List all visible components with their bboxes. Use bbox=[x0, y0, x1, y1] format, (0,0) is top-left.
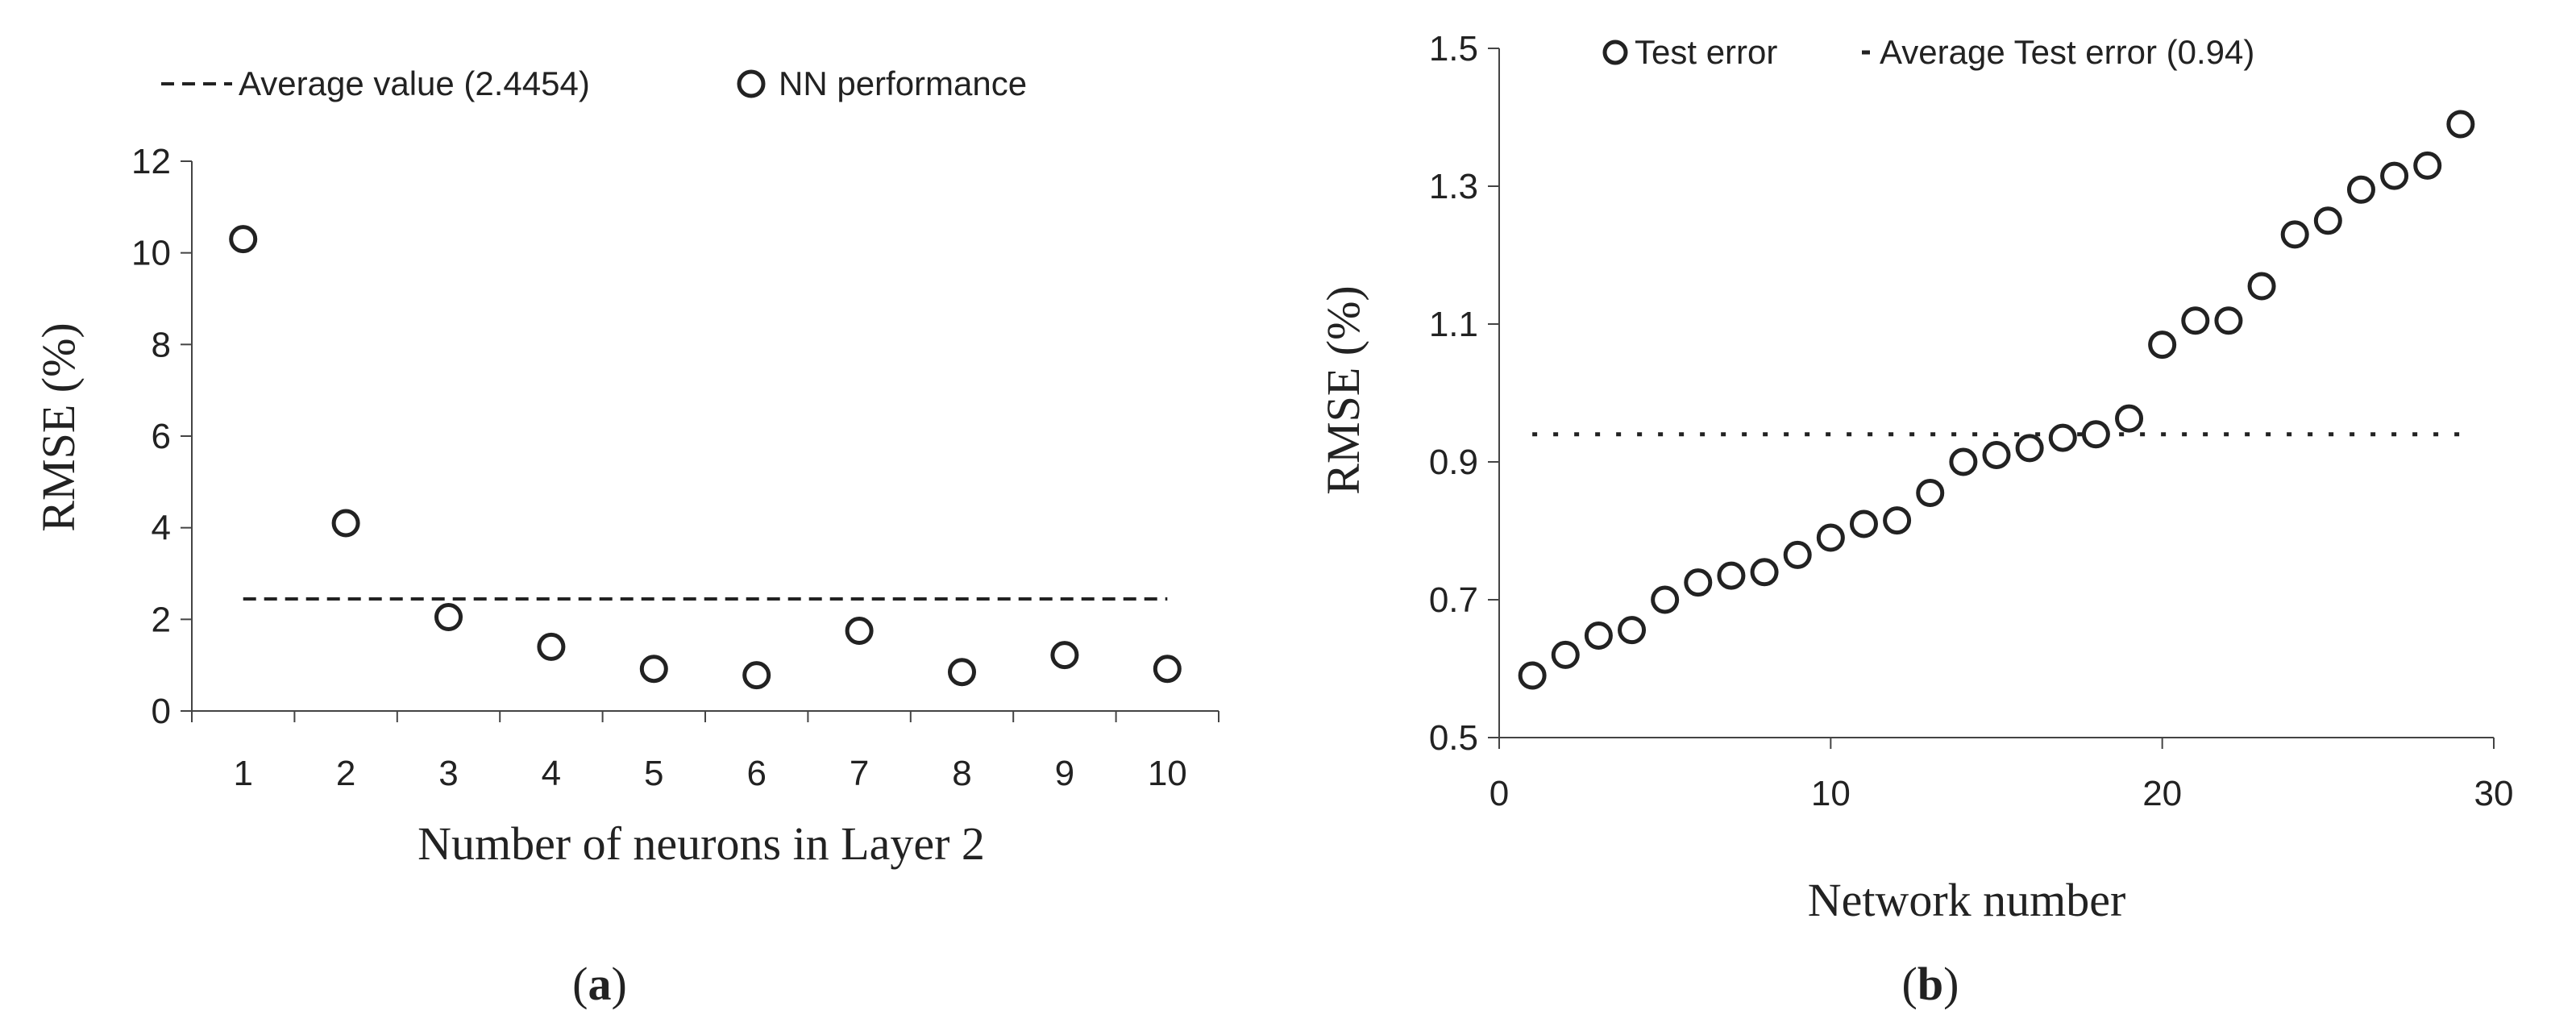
x-tick-label: 10 bbox=[1148, 754, 1187, 793]
data-point bbox=[2313, 206, 2342, 235]
data-point bbox=[434, 602, 463, 631]
x-tick-label: 30 bbox=[2474, 774, 2514, 813]
data-point bbox=[1684, 568, 1713, 597]
chart-b-x-title: Network number bbox=[1808, 874, 2126, 926]
data-point bbox=[1551, 640, 1580, 669]
data-point bbox=[2048, 423, 2077, 452]
legend-b-test-label: Test error bbox=[1635, 33, 1777, 71]
data-point bbox=[1816, 523, 1845, 552]
legend-b-average-label: Average Test error (0.94) bbox=[1880, 33, 2254, 71]
y-tick-label: 1.5 bbox=[1429, 29, 1478, 69]
y-tick-label: 0.9 bbox=[1429, 443, 1478, 482]
chart-b-x-axis: 0 10 20 30 bbox=[1490, 737, 2514, 813]
data-point bbox=[1783, 540, 1812, 569]
x-tick-label: 20 bbox=[2142, 774, 2182, 813]
x-tick-label: 9 bbox=[1055, 754, 1074, 793]
data-point bbox=[2346, 175, 2375, 204]
y-tick-label: 1.3 bbox=[1429, 167, 1478, 206]
data-point bbox=[2446, 110, 2475, 139]
x-tick-label: 1 bbox=[233, 754, 252, 793]
x-tick-label: 7 bbox=[850, 754, 869, 793]
chart-a-y-title: RMSE (%) bbox=[32, 322, 85, 531]
data-point bbox=[1916, 478, 1945, 507]
x-tick-label: 8 bbox=[952, 754, 971, 793]
legend-a-average-label: Average value (2.4454) bbox=[239, 64, 590, 102]
legend-b-test-marker bbox=[1602, 39, 1628, 65]
y-tick-label: 0.5 bbox=[1429, 718, 1478, 758]
chart-a-x-title: Number of neurons in Layer 2 bbox=[418, 817, 985, 870]
chart-a-y-axis: 0 2 4 6 8 10 12 bbox=[131, 142, 193, 731]
data-point bbox=[537, 632, 566, 661]
chart-a: Average value (2.4454) NN performance 0 2… bbox=[32, 64, 1219, 1010]
x-tick-label: 4 bbox=[542, 754, 561, 793]
data-point bbox=[1050, 641, 1079, 670]
y-tick-label: 1.1 bbox=[1429, 305, 1478, 344]
legend-b: Test error Average Test error (0.94) bbox=[1602, 33, 2254, 71]
x-tick-label: 5 bbox=[644, 754, 663, 793]
y-tick-label: 12 bbox=[131, 142, 171, 181]
data-point bbox=[2247, 272, 2276, 301]
data-point bbox=[2380, 161, 2409, 190]
x-tick-label: 2 bbox=[336, 754, 355, 793]
y-tick-label: 0 bbox=[152, 692, 171, 731]
data-point bbox=[1618, 616, 1647, 645]
chart-a-x-axis: 1 2 3 4 5 6 7 8 9 10 bbox=[191, 710, 1219, 793]
x-tick-label: 6 bbox=[746, 754, 766, 793]
y-tick-label: 6 bbox=[152, 417, 171, 456]
data-point bbox=[1949, 447, 1978, 476]
data-point bbox=[2214, 306, 2243, 335]
y-tick-label: 2 bbox=[152, 600, 171, 639]
data-point bbox=[2081, 420, 2110, 449]
data-point bbox=[1750, 558, 1779, 587]
data-point bbox=[2413, 151, 2442, 180]
data-point bbox=[331, 509, 360, 538]
data-point bbox=[1518, 661, 1547, 690]
x-tick-label: 3 bbox=[438, 754, 458, 793]
y-tick-label: 10 bbox=[131, 234, 171, 273]
legend-a-nn-marker bbox=[737, 69, 766, 98]
data-point bbox=[1982, 440, 2011, 469]
legend-a: Average value (2.4454) NN performance bbox=[161, 64, 1027, 102]
data-point bbox=[845, 617, 874, 646]
chart-a-points bbox=[229, 225, 1182, 690]
x-tick-label: 0 bbox=[1490, 774, 1509, 813]
x-tick-label: 10 bbox=[1811, 774, 1851, 813]
data-point bbox=[1584, 621, 1613, 650]
chart-b: Test error Average Test error (0.94) 0.5… bbox=[1317, 29, 2513, 1010]
data-point bbox=[1717, 561, 1746, 590]
data-point bbox=[1883, 506, 1912, 535]
data-point bbox=[2015, 434, 2044, 463]
data-point bbox=[2181, 306, 2210, 335]
data-point bbox=[2148, 331, 2177, 360]
chart-b-y-axis: 0.5 0.7 0.9 1.1 1.3 1.5 bbox=[1429, 29, 1500, 758]
data-point bbox=[1651, 585, 1680, 614]
data-point bbox=[2280, 220, 2309, 249]
y-tick-label: 0.7 bbox=[1429, 580, 1478, 620]
data-point bbox=[2115, 404, 2144, 433]
y-tick-label: 8 bbox=[152, 325, 171, 364]
panel-label-b: (b) bbox=[1902, 958, 1959, 1010]
data-point bbox=[1153, 655, 1182, 684]
panel-label-a: (a) bbox=[572, 958, 627, 1010]
data-point bbox=[948, 658, 976, 687]
chart-b-y-title: RMSE (%) bbox=[1317, 285, 1369, 494]
data-point bbox=[639, 655, 668, 684]
data-point bbox=[229, 225, 258, 254]
y-tick-label: 4 bbox=[152, 509, 171, 548]
data-point bbox=[742, 661, 771, 690]
legend-a-nn-label: NN performance bbox=[779, 64, 1027, 102]
chart-b-points bbox=[1518, 110, 2475, 690]
data-point bbox=[1849, 509, 1878, 538]
